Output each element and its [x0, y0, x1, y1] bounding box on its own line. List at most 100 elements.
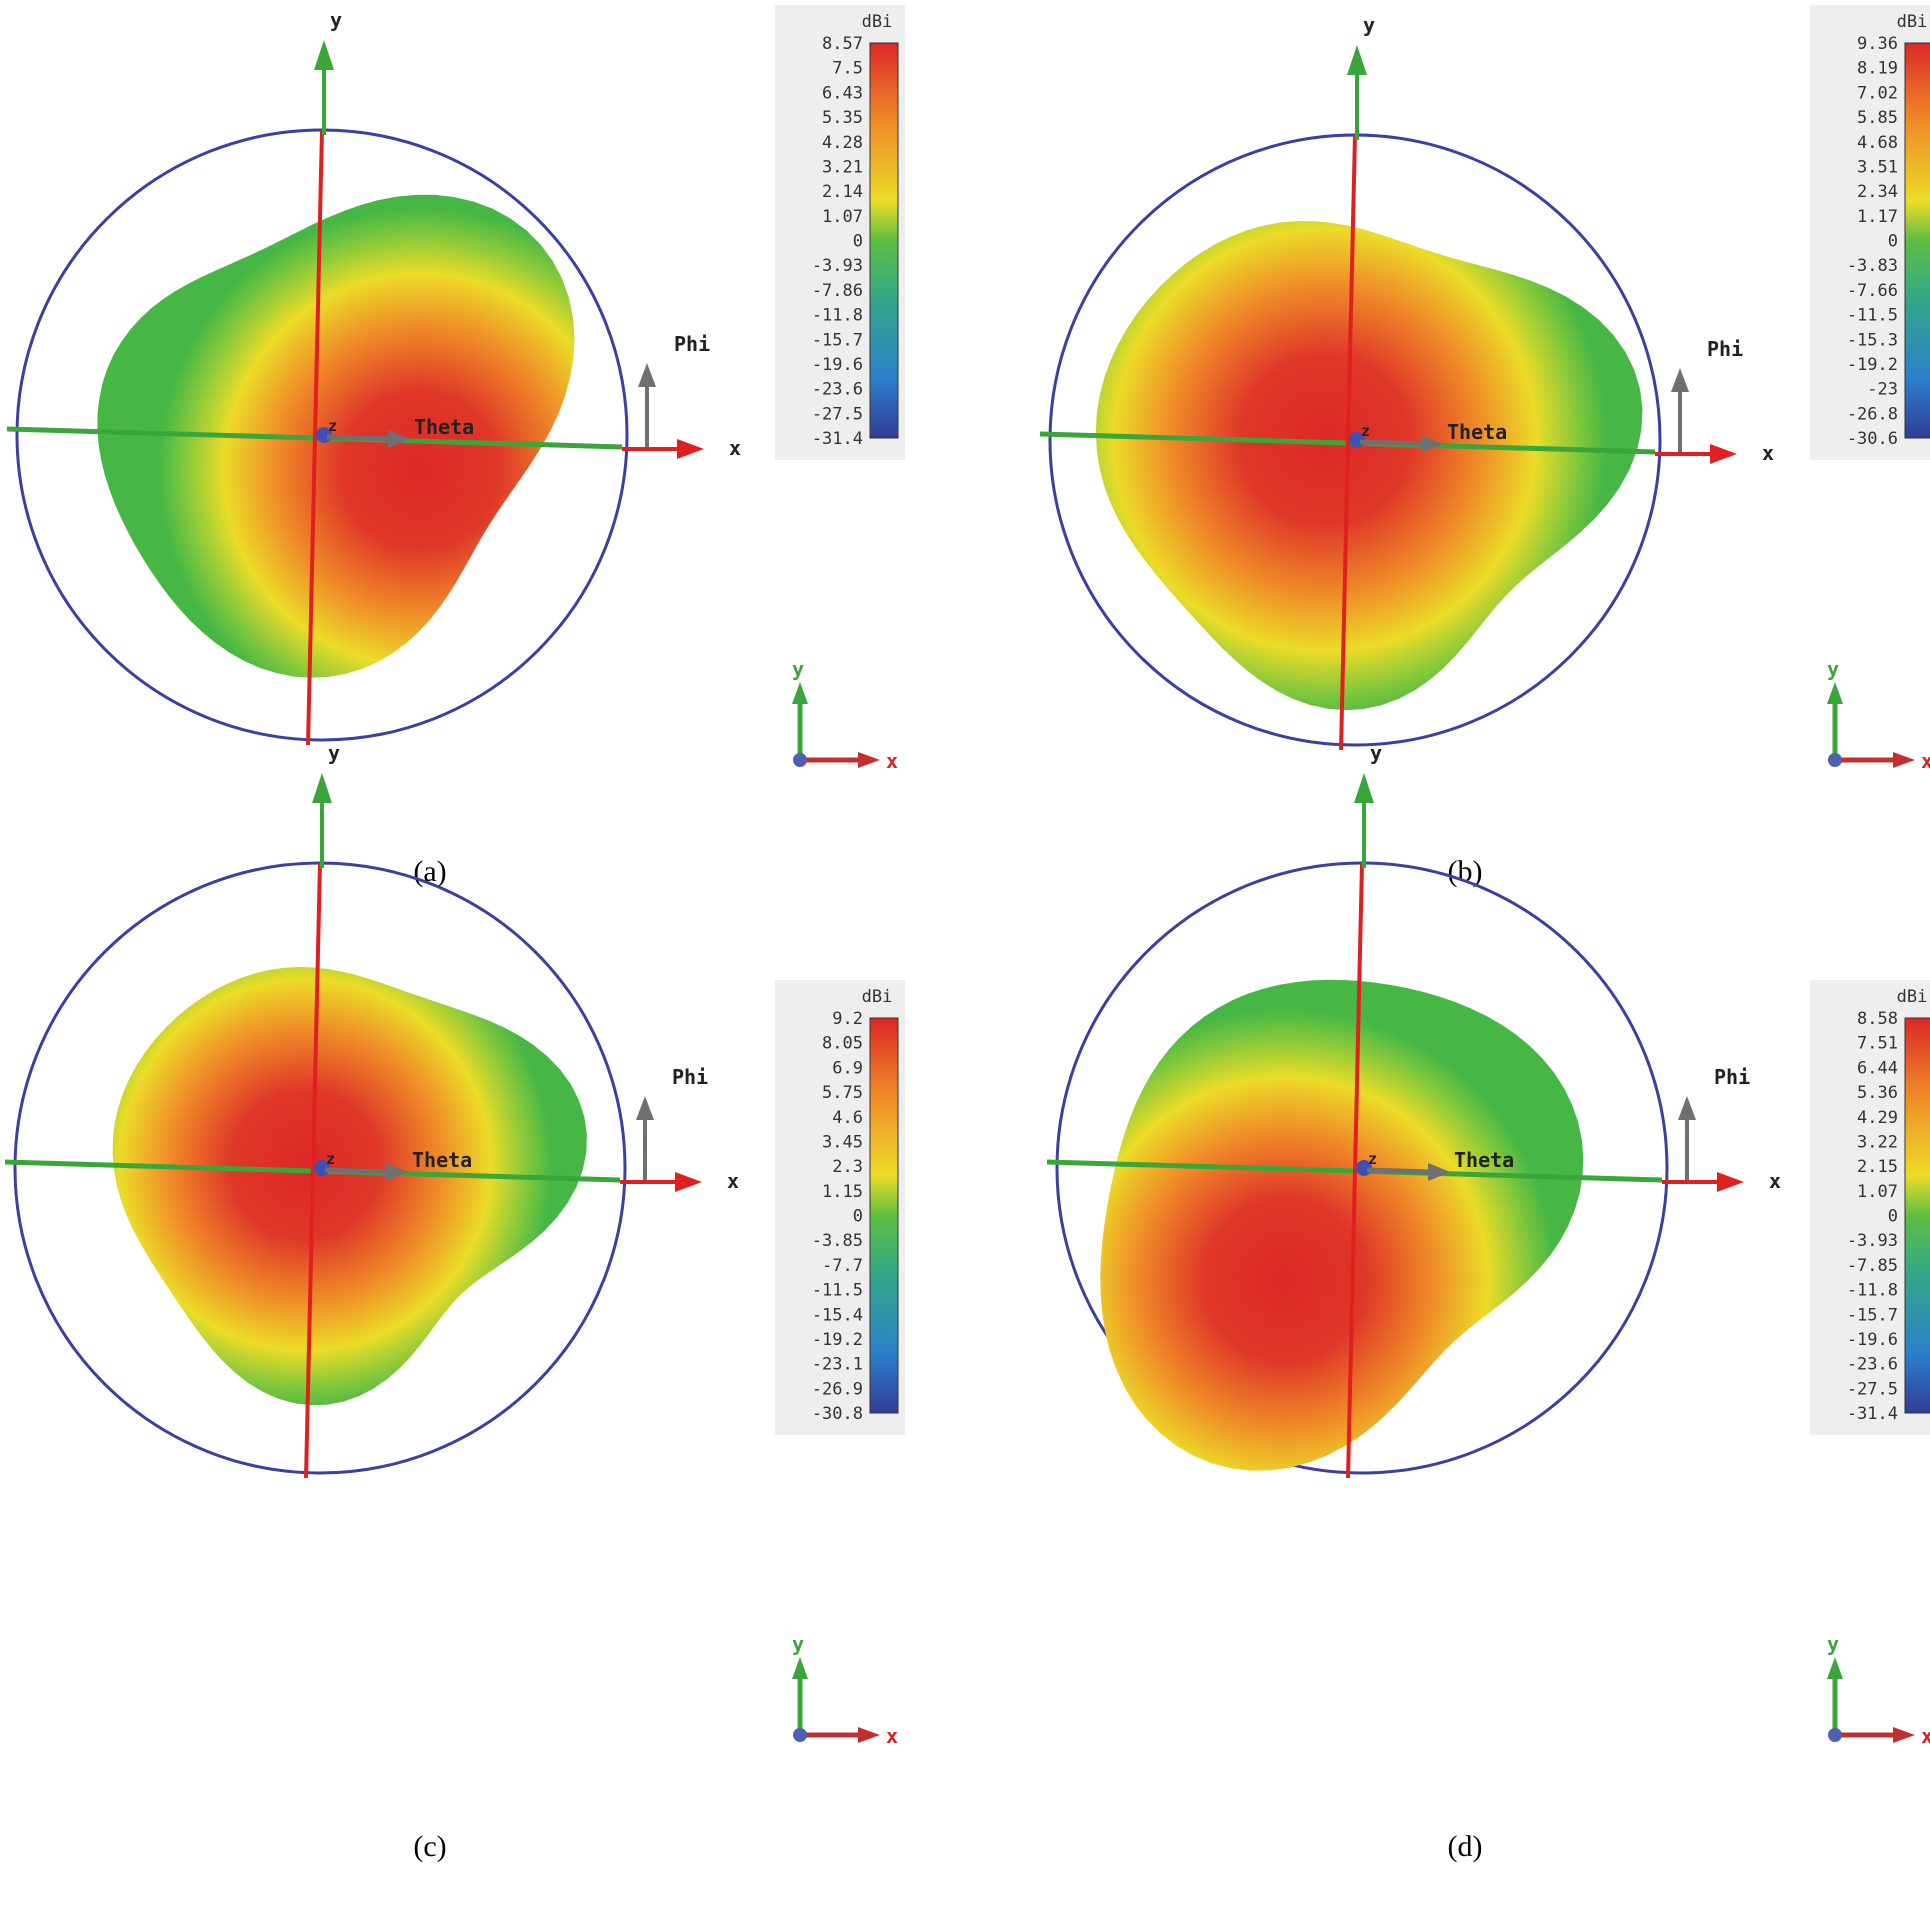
- theta-arrowhead: [1421, 435, 1443, 453]
- colorbar-tick: 4.29: [1857, 1108, 1898, 1128]
- triad-z-origin: [793, 1728, 807, 1742]
- y-axis-label: y: [330, 8, 342, 32]
- colorbar: [1904, 1017, 1930, 1414]
- theta-arrow: [326, 434, 393, 442]
- triad-x-label: x: [886, 749, 898, 773]
- colorbar-tick: 4.6: [832, 1108, 863, 1128]
- colorbar-tick: 7.51: [1857, 1034, 1898, 1054]
- colorbar-unit: dBi: [862, 987, 893, 1007]
- phi-label: Phi: [1714, 1065, 1750, 1089]
- colorbar-tick: 5.75: [822, 1083, 863, 1103]
- colorbar-tick: -30.8: [812, 1404, 863, 1424]
- colorbar-tick: -7.85: [1847, 1256, 1898, 1276]
- triad-y-arrowhead: [792, 682, 808, 704]
- colorbar-tick: 3.45: [822, 1132, 863, 1152]
- colorbar-tick: -11.8: [812, 306, 863, 326]
- phi-label: Phi: [1707, 337, 1743, 361]
- colorbar-tick: -26.8: [1847, 404, 1898, 424]
- colorbar-tick: -7.66: [1847, 281, 1898, 301]
- colorbar-tick: -23.1: [812, 1355, 863, 1375]
- caption-c: (c): [413, 1830, 447, 1863]
- x-axis-arrowhead: [675, 1172, 702, 1192]
- y-axis-label: y: [1370, 741, 1382, 765]
- x-axis-label: x: [1769, 1169, 1781, 1193]
- colorbar-unit: dBi: [1897, 987, 1928, 1007]
- z-axis-label: z: [1368, 1150, 1377, 1168]
- triad-y-label: y: [1827, 657, 1839, 681]
- colorbar-tick: -7.86: [812, 281, 863, 301]
- theta-label: Theta: [412, 1148, 472, 1172]
- theta-arrow: [1366, 1167, 1433, 1175]
- colorbar-tick: 0: [853, 1207, 863, 1227]
- y-axis-label: y: [328, 741, 340, 765]
- x-axis-arrowhead: [677, 439, 704, 459]
- triad-x-label: x: [886, 1724, 898, 1748]
- colorbar-tick: -15.4: [812, 1305, 863, 1325]
- colorbar-tick: 3.22: [1857, 1132, 1898, 1152]
- theta-arrowhead: [1428, 1163, 1450, 1181]
- triad-z-origin: [1828, 1728, 1842, 1742]
- colorbar-tick: 1.07: [822, 207, 863, 227]
- phi-arrowhead: [636, 1096, 654, 1120]
- theta-arrowhead: [388, 430, 410, 448]
- triad-x-arrowhead: [858, 1727, 880, 1743]
- colorbar-tick: 6.43: [822, 83, 863, 103]
- colorbar-tick: 6.9: [832, 1058, 863, 1078]
- y-axis-arrowhead: [314, 40, 334, 70]
- colorbar-tick: 2.3: [832, 1157, 863, 1177]
- colorbar-tick: -30.6: [1847, 429, 1898, 449]
- x-axis-label: x: [727, 1169, 739, 1193]
- colorbar-tick: -26.9: [812, 1379, 863, 1399]
- colorbar-tick: 2.15: [1857, 1157, 1898, 1177]
- theta-arrowhead: [386, 1163, 408, 1181]
- phi-arrowhead: [1671, 368, 1689, 392]
- colorbar-unit: dBi: [862, 12, 893, 32]
- colorbar-tick: 1.15: [822, 1182, 863, 1202]
- theta-arrow: [324, 1167, 391, 1175]
- x-axis-label: x: [1762, 441, 1774, 465]
- colorbar-tick: -23.6: [812, 380, 863, 400]
- colorbar-tick: 6.44: [1857, 1058, 1898, 1078]
- panel-b: y x z Theta Phi dBi 9.36 8.19 7.02 5.85 4.68 3.51 2.…: [1035, 0, 1930, 935]
- triad-y-arrowhead: [1827, 682, 1843, 704]
- colorbar-tick: 5.85: [1857, 108, 1898, 128]
- radiation-pattern-surface: [1100, 979, 1584, 1471]
- colorbar-tick: 9.2: [832, 1009, 863, 1029]
- colorbar-tick: 7.5: [832, 59, 863, 79]
- triad-x-arrowhead: [1893, 1727, 1915, 1743]
- z-axis-label: z: [328, 417, 337, 435]
- colorbar-tick: 7.02: [1857, 83, 1898, 103]
- caption-d: (d): [1447, 1830, 1483, 1863]
- triad-z-origin: [793, 753, 807, 767]
- colorbar-tick: -11.8: [1847, 1281, 1898, 1301]
- x-axis-arrowhead: [1710, 444, 1737, 464]
- colorbar-tick: 5.35: [822, 108, 863, 128]
- y-axis-red: [304, 862, 322, 1479]
- colorbar-tick: 8.58: [1857, 1009, 1898, 1029]
- colorbar-tick: -15.3: [1847, 330, 1898, 350]
- colorbar-tick: -3.83: [1847, 256, 1898, 276]
- colorbar: [869, 1017, 899, 1414]
- colorbar-tick: -3.93: [1847, 1231, 1898, 1251]
- colorbar-tick: 8.05: [822, 1034, 863, 1054]
- panel-c: y x z Theta Phi dBi 9.2 8.05 6.9 5.75 4.6 3.45 2.3 1.…: [0, 741, 965, 1910]
- colorbar-tick: -27.5: [1847, 1379, 1898, 1399]
- theta-label: Theta: [414, 415, 474, 439]
- colorbar-tick: -3.85: [812, 1231, 863, 1251]
- colorbar-tick: 2.14: [822, 182, 863, 202]
- colorbar-tick: -19.6: [812, 355, 863, 375]
- colorbar-tick: -23: [1867, 380, 1898, 400]
- colorbar-tick: 8.19: [1857, 59, 1898, 79]
- y-axis-red: [1339, 134, 1357, 751]
- triad-x-label: x: [1921, 1724, 1930, 1748]
- colorbar-tick: 2.34: [1857, 182, 1898, 202]
- colorbar-tick: -31.4: [812, 429, 863, 449]
- colorbar: [1904, 42, 1930, 439]
- colorbar-tick: 9.36: [1857, 34, 1898, 54]
- triad-y-label: y: [1827, 1632, 1839, 1656]
- caption-b: (b): [1447, 855, 1483, 888]
- phi-label: Phi: [674, 332, 710, 356]
- theta-arrow: [1359, 439, 1426, 447]
